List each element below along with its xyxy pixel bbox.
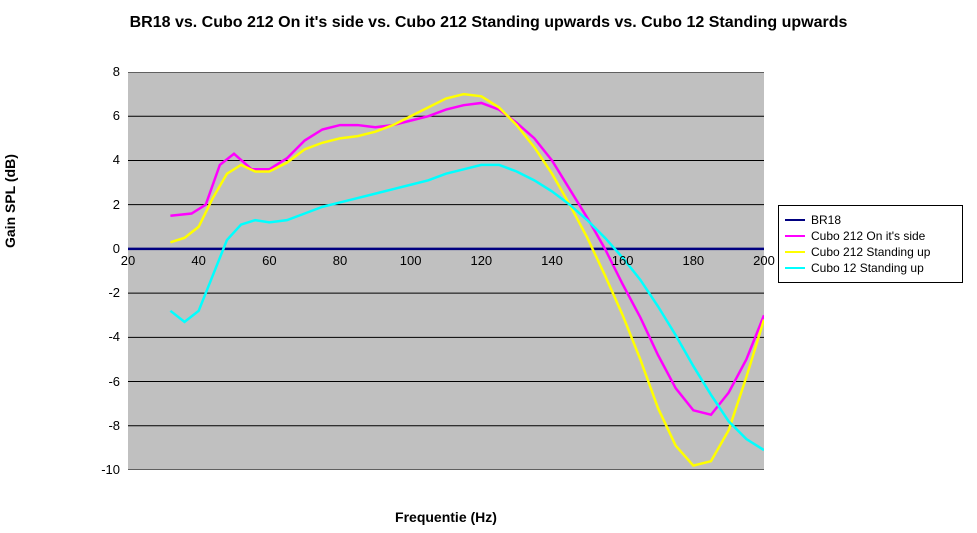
x-axis-label: Frequentie (Hz): [128, 509, 764, 525]
y-tick-label: -8: [90, 418, 120, 433]
x-tick-label: 100: [396, 253, 426, 268]
x-tick-label: 160: [608, 253, 638, 268]
legend-swatch: [785, 251, 805, 253]
y-axis-label: Gain SPL (dB): [2, 154, 18, 248]
legend: BR18 Cubo 212 On it's side Cubo 212 Standi…: [778, 205, 963, 283]
y-tick-label: 6: [90, 108, 120, 123]
y-tick-label: -10: [90, 462, 120, 477]
x-tick-label: 140: [537, 253, 567, 268]
legend-item: Cubo 212 On it's side: [785, 229, 956, 243]
legend-item: Cubo 212 Standing up: [785, 245, 956, 259]
x-tick-label: 180: [678, 253, 708, 268]
legend-label: BR18: [811, 213, 841, 227]
x-tick-label: 60: [254, 253, 284, 268]
y-tick-label: -4: [90, 329, 120, 344]
chart-svg: [128, 72, 764, 470]
legend-swatch: [785, 219, 805, 221]
y-tick-label: -2: [90, 285, 120, 300]
chart-title: BR18 vs. Cubo 212 On it's side vs. Cubo …: [0, 14, 977, 32]
legend-swatch: [785, 267, 805, 269]
x-tick-label: 120: [466, 253, 496, 268]
y-tick-label: 2: [90, 197, 120, 212]
y-tick-label: -6: [90, 374, 120, 389]
legend-item: Cubo 12 Standing up: [785, 261, 956, 275]
legend-label: Cubo 212 Standing up: [811, 245, 930, 259]
legend-label: Cubo 212 On it's side: [811, 229, 925, 243]
y-tick-label: 4: [90, 152, 120, 167]
x-tick-label: 20: [113, 253, 143, 268]
x-tick-label: 40: [184, 253, 214, 268]
plot-background: [128, 72, 764, 470]
x-tick-label: 200: [749, 253, 779, 268]
legend-item: BR18: [785, 213, 956, 227]
legend-swatch: [785, 235, 805, 237]
legend-label: Cubo 12 Standing up: [811, 261, 924, 275]
x-tick-label: 80: [325, 253, 355, 268]
y-tick-label: 8: [90, 64, 120, 79]
plot-area: [128, 72, 764, 470]
